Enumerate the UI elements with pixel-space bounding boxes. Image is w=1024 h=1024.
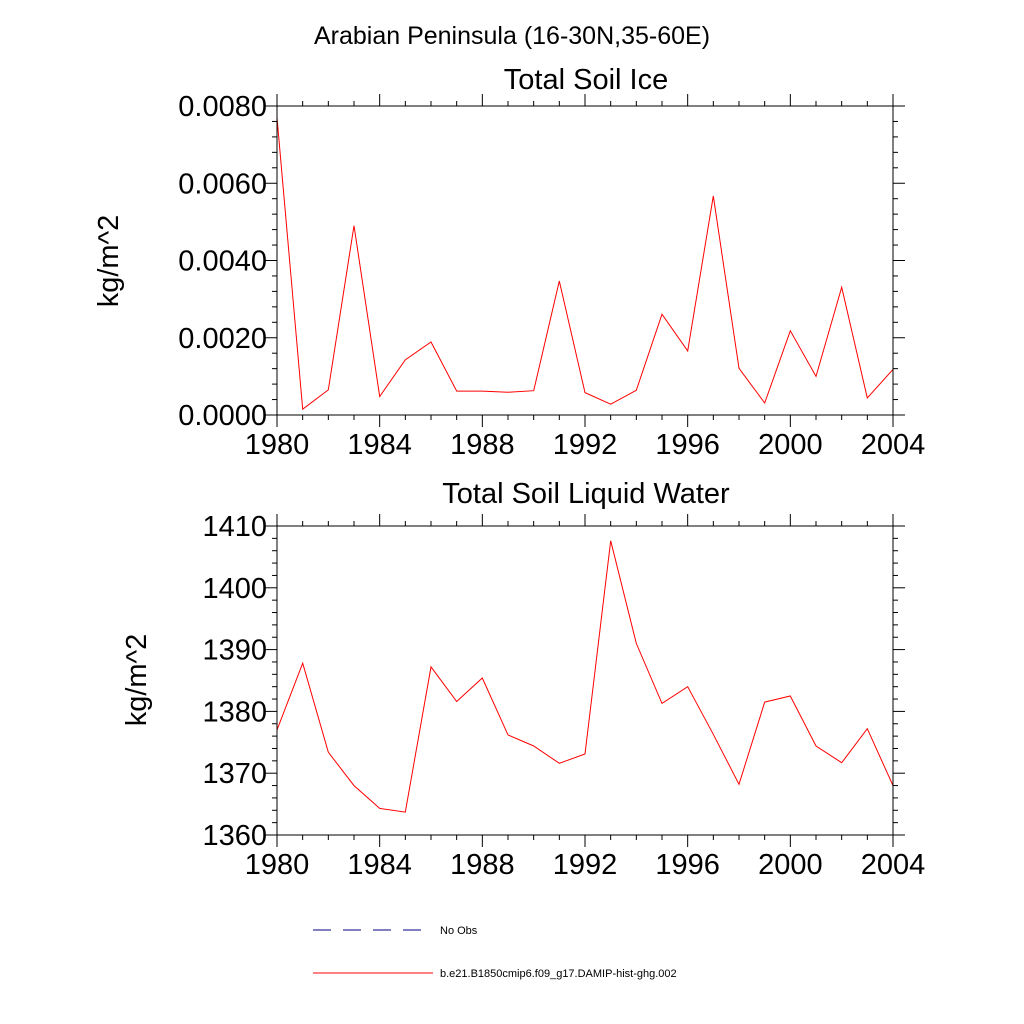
plot-frame (276, 525, 894, 836)
x-tick-label: 1996 (655, 849, 720, 881)
x-tick-label: 2000 (758, 849, 823, 881)
chart-title: Total Soil Liquid Water (442, 478, 730, 510)
series-line (276, 540, 894, 813)
axis-tick-labels: 1980 1984 1988 1992 1996 2000 2004 1360 1370 1380… (202, 511, 925, 881)
y-tick-label: 0.0000 (178, 400, 267, 432)
x-tick-label: 1984 (347, 429, 412, 461)
x-tick-label: 2004 (861, 429, 926, 461)
x-tick-label: 1996 (655, 429, 720, 461)
y-tick-label: 0.0080 (178, 91, 267, 123)
x-tick-label: 2000 (758, 429, 823, 461)
y-tick-label: 0.0040 (178, 246, 267, 278)
chart-panel-soil-ice: Total Soil Ice kg/m^2 1980 1984 1988 1992 19… (93, 64, 925, 461)
axis-tick-labels: 1980 1984 1988 1992 1996 2000 2004 0.0000 0.0020… (178, 91, 925, 461)
y-tick-label: 1400 (202, 573, 267, 605)
y-tick-label: 1370 (202, 758, 267, 790)
y-tick-label: 0.0020 (178, 323, 267, 355)
y-tick-label: 1360 (202, 820, 267, 852)
page-title: Arabian Peninsula (16-30N,35-60E) (314, 22, 710, 50)
series-line (276, 117, 894, 411)
x-tick-label: 1988 (450, 429, 515, 461)
y-tick-label: 0.0060 (178, 168, 267, 200)
y-axis-label: kg/m^2 (93, 215, 125, 308)
x-tick-label: 1992 (553, 849, 618, 881)
legend: No Obs b.e21.B1850cmip6.f09_g17.DAMIP-hi… (313, 925, 677, 980)
x-tick-label: 2004 (861, 849, 926, 881)
series-layer (276, 540, 894, 813)
series-layer (276, 117, 894, 411)
x-tick-label: 1980 (245, 429, 310, 461)
x-tick-label: 1984 (347, 849, 412, 881)
legend-label-model: b.e21.B1850cmip6.f09_g17.DAMIP-hist-ghg.… (440, 968, 677, 980)
axis-ticks (265, 94, 905, 427)
chart-panel-soil-liquid-water: Total Soil Liquid Water kg/m^2 1980 1984 1… (121, 478, 925, 881)
y-tick-label: 1410 (202, 511, 267, 543)
y-axis-label: kg/m^2 (121, 634, 153, 727)
plot-frame (276, 105, 894, 416)
x-tick-label: 1992 (553, 429, 618, 461)
y-tick-label: 1380 (202, 696, 267, 728)
x-tick-label: 1980 (245, 849, 310, 881)
axis-ticks (265, 514, 905, 847)
chart-title: Total Soil Ice (504, 64, 668, 96)
legend-label-no-obs: No Obs (440, 925, 478, 937)
x-tick-label: 1988 (450, 849, 515, 881)
y-tick-label: 1390 (202, 635, 267, 667)
